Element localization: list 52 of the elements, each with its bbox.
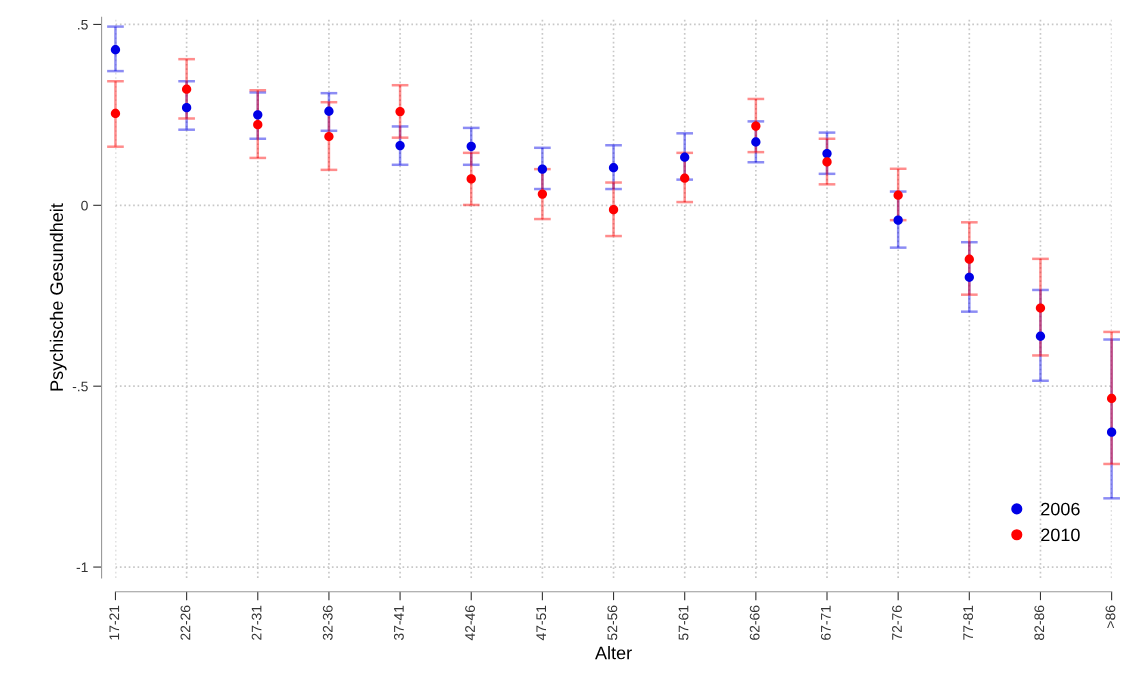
point: [751, 121, 761, 131]
point: [537, 189, 548, 199]
point: [324, 106, 334, 116]
x-tick-label: 42-46: [465, 605, 475, 641]
x-tick-label: 37-41: [393, 605, 404, 640]
x-tick-label: 47-51: [536, 605, 547, 641]
point: [822, 157, 832, 167]
x-tick-label: 62-66: [749, 605, 760, 640]
y-tick-label: -.5: [72, 381, 88, 392]
point: [253, 119, 263, 130]
y-axis-title: Psychische Gesundheit: [49, 203, 67, 391]
x-tick-label: 27-31: [251, 605, 262, 640]
point: [822, 148, 832, 159]
point: [893, 190, 903, 200]
point: [181, 84, 192, 94]
x-tick-label: 67-71: [820, 605, 831, 640]
x-tick-label: 32-36: [322, 605, 333, 640]
point: [680, 173, 690, 183]
point: [1035, 303, 1046, 313]
point: [964, 272, 974, 282]
x-axis-title: Alter: [595, 646, 632, 660]
point: [181, 102, 192, 113]
legend-label: 2006: [1041, 502, 1080, 516]
y-tick-label: .5: [78, 19, 88, 30]
point: [466, 141, 476, 151]
x-tick-label: 17-21: [109, 605, 120, 640]
x-tick-label: 72-76: [892, 605, 902, 640]
y-tick-label: 0: [81, 200, 88, 211]
point: [751, 137, 761, 147]
y-tick-label: -1: [76, 562, 88, 573]
point: [324, 131, 334, 142]
x-tick-label: 82-86: [1034, 605, 1045, 640]
x-tick-label: 22-26: [180, 605, 191, 640]
point: [395, 140, 405, 151]
point: [964, 254, 974, 264]
point: [608, 205, 619, 215]
point: [253, 110, 263, 120]
point: [395, 106, 405, 117]
point: [893, 215, 903, 225]
legend-label: 2010: [1041, 528, 1080, 542]
x-tick-label: 57-61: [678, 605, 689, 640]
point: [1035, 331, 1046, 341]
point: [110, 45, 121, 55]
point: [466, 174, 476, 184]
point: [608, 163, 619, 173]
x-tick-label: 77-81: [963, 605, 974, 640]
point: [680, 152, 690, 162]
x-tick-label: 52-56: [607, 605, 618, 640]
point: [110, 108, 121, 119]
point: [1106, 393, 1117, 404]
point: [1106, 427, 1117, 437]
x-tick-label: >86: [1105, 605, 1116, 628]
